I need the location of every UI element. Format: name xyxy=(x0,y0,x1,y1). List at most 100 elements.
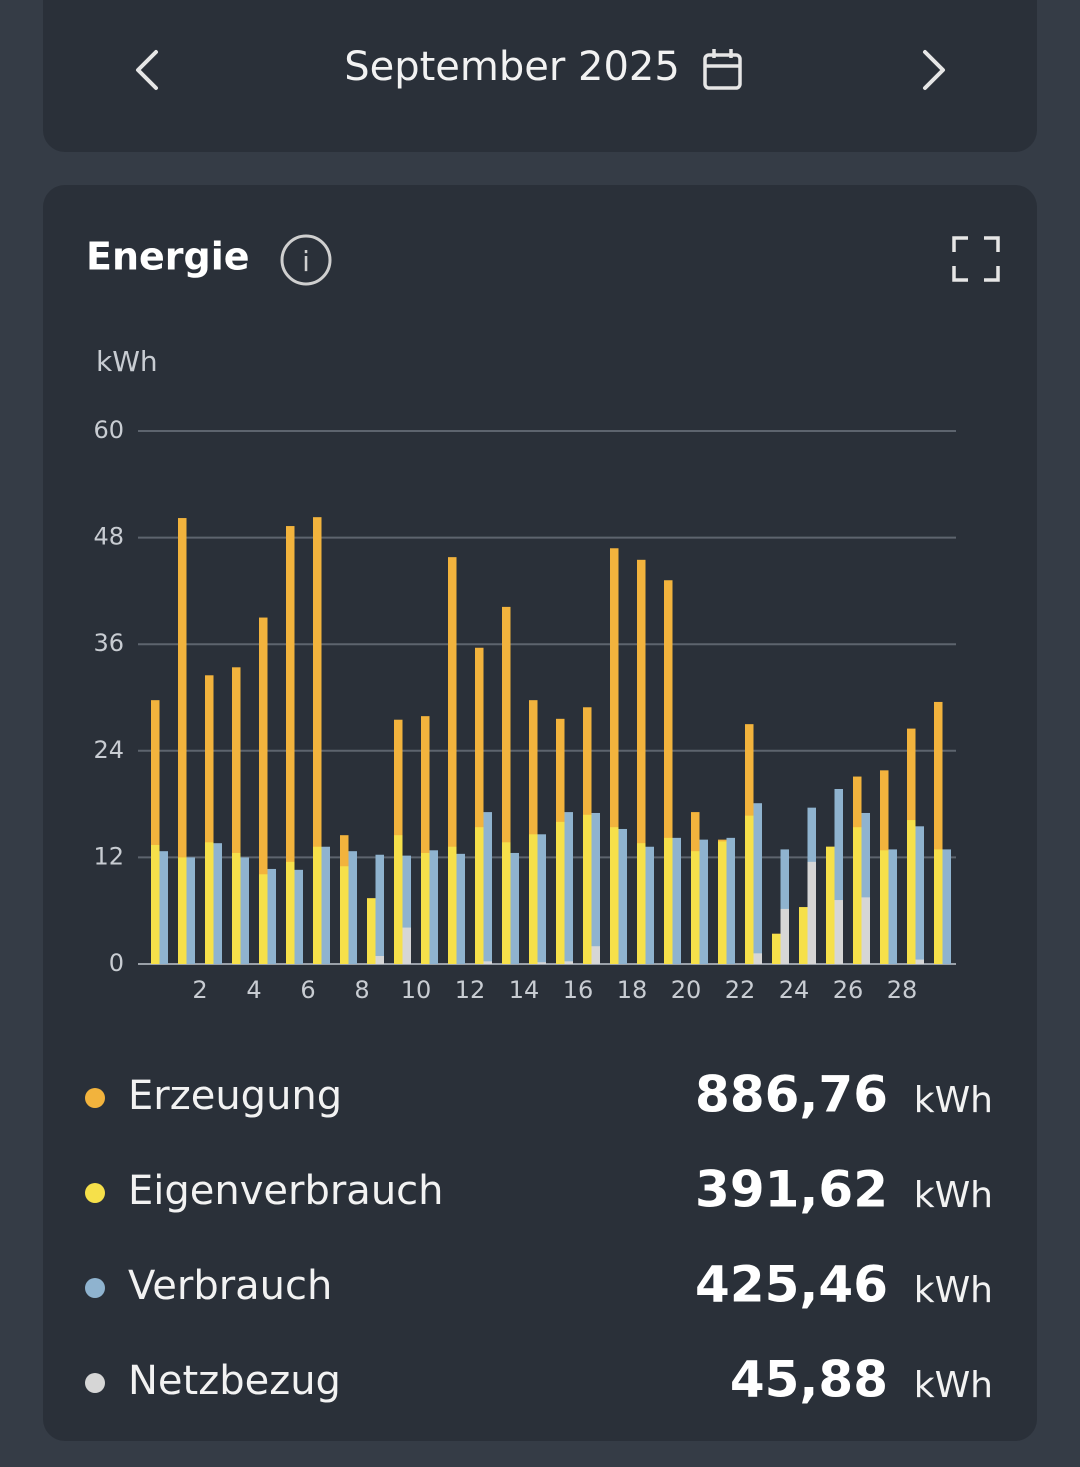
bar xyxy=(591,812,600,964)
bar xyxy=(259,617,268,964)
bar xyxy=(340,866,349,964)
x-tick-label: 22 xyxy=(725,976,756,1004)
bar xyxy=(564,961,573,964)
bar xyxy=(942,849,951,964)
y-tick-label: 60 xyxy=(93,416,124,444)
bar xyxy=(610,548,619,964)
bar xyxy=(267,868,276,964)
x-tick-label: 20 xyxy=(671,976,702,1004)
info-icon[interactable]: i xyxy=(280,234,332,286)
bar xyxy=(799,907,808,964)
bar xyxy=(537,834,546,964)
bar xyxy=(807,861,816,964)
bar xyxy=(178,857,187,964)
card-title: Energie xyxy=(86,235,250,279)
bar xyxy=(421,852,430,964)
x-tick-label: 24 xyxy=(779,976,810,1004)
bar xyxy=(402,855,411,964)
bar xyxy=(502,842,511,964)
bar xyxy=(780,849,789,964)
bar xyxy=(861,812,870,964)
bar xyxy=(483,812,492,964)
bar xyxy=(259,874,268,964)
bar xyxy=(394,835,403,964)
bar xyxy=(564,812,573,964)
bar xyxy=(537,962,546,964)
x-tick-label: 6 xyxy=(300,976,315,1004)
bar xyxy=(232,852,241,964)
x-tick-label: 26 xyxy=(833,976,864,1004)
bar xyxy=(186,857,195,964)
bar xyxy=(205,675,214,964)
legend-label: Verbrauch xyxy=(128,1263,332,1309)
calendar-icon[interactable] xyxy=(703,49,742,90)
x-tick-label: 2 xyxy=(192,976,207,1004)
bar xyxy=(880,850,889,964)
bar xyxy=(691,851,700,964)
legend-total: 425,46 xyxy=(695,1256,888,1314)
bar xyxy=(529,700,538,964)
bar xyxy=(151,700,160,964)
bar xyxy=(402,927,411,964)
y-tick-label: 48 xyxy=(93,523,124,551)
bar xyxy=(429,850,438,964)
bar xyxy=(915,826,924,964)
bar xyxy=(915,959,924,964)
bar xyxy=(672,837,681,964)
bar xyxy=(178,518,187,964)
bar xyxy=(483,961,492,964)
bar xyxy=(510,852,519,964)
bar xyxy=(583,814,592,964)
bar xyxy=(375,854,384,964)
bar xyxy=(151,844,160,964)
y-tick-label: 0 xyxy=(109,949,124,977)
bar xyxy=(321,846,330,964)
legend-label: Eigenverbrauch xyxy=(128,1168,444,1214)
bar xyxy=(645,846,654,964)
bar xyxy=(294,869,303,964)
prev-month[interactable] xyxy=(136,50,158,90)
bar xyxy=(448,846,457,964)
fullscreen-icon[interactable] xyxy=(952,236,1000,282)
legend-dot xyxy=(85,1088,105,1108)
y-tick-label: 12 xyxy=(93,842,124,870)
month-title[interactable]: September 2025 xyxy=(344,44,680,90)
svg-text:i: i xyxy=(302,245,310,278)
x-tick-label: 4 xyxy=(246,976,261,1004)
bar xyxy=(286,861,295,964)
bar xyxy=(232,667,241,964)
bar xyxy=(456,853,465,964)
next-month[interactable] xyxy=(923,50,945,90)
bar xyxy=(475,647,484,964)
bar xyxy=(826,846,835,964)
y-tick-label: 24 xyxy=(93,736,124,764)
x-tick-label: 28 xyxy=(887,976,918,1004)
bar xyxy=(834,788,843,964)
bar xyxy=(772,933,781,964)
bar xyxy=(853,827,862,964)
legend-dot xyxy=(85,1278,105,1298)
y-tick-label: 36 xyxy=(93,629,124,657)
legend-label: Netzbezug xyxy=(128,1358,341,1404)
bar xyxy=(367,898,376,964)
bar xyxy=(753,803,762,964)
x-tick-label: 16 xyxy=(563,976,594,1004)
bar xyxy=(907,820,916,964)
bar xyxy=(934,849,943,964)
bar xyxy=(421,716,430,964)
bar xyxy=(205,842,214,964)
bar xyxy=(556,821,565,964)
bar xyxy=(313,846,322,964)
bar xyxy=(834,900,843,964)
bar xyxy=(637,843,646,964)
bar xyxy=(664,837,673,964)
x-tick-label: 12 xyxy=(455,976,486,1004)
legend-unit: kWh xyxy=(914,1270,993,1311)
legend-dot xyxy=(85,1373,105,1393)
bar xyxy=(286,526,295,964)
legend-total: 391,62 xyxy=(695,1161,888,1219)
legend-unit: kWh xyxy=(914,1080,993,1121)
bar xyxy=(313,517,322,964)
